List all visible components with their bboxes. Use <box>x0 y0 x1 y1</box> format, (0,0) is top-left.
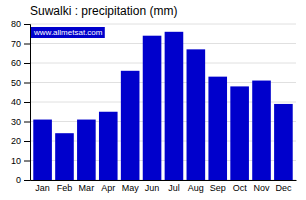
y-tick: 0 <box>16 175 30 185</box>
x-tick-label: Nov <box>254 183 271 193</box>
bar <box>274 104 293 180</box>
x-tick: May <box>122 183 140 193</box>
y-tick: 50 <box>11 78 30 88</box>
x-tick: Jul <box>168 183 180 193</box>
y-axis: 0 10 20 30 40 50 60 70 80 <box>11 19 31 185</box>
bar <box>33 120 52 180</box>
annotation: www.allmetsat.com <box>31 27 105 38</box>
y-tick-label: 40 <box>11 97 21 107</box>
y-tick-mark <box>24 141 30 142</box>
grid <box>30 24 296 180</box>
y-tick-mark <box>24 122 30 123</box>
bar <box>55 133 74 180</box>
bar <box>165 32 184 180</box>
x-tick-label: Oct <box>233 183 248 193</box>
y-tick-label: 50 <box>11 78 21 88</box>
y-tick-mark <box>24 83 30 84</box>
y-tick-label: 60 <box>11 58 21 68</box>
y-tick: 40 <box>11 97 30 107</box>
x-tick: Sep <box>210 183 226 193</box>
x-tick-label: Aug <box>188 183 204 193</box>
bar <box>252 81 271 180</box>
x-tick-label: Dec <box>275 183 292 193</box>
bar <box>208 77 227 180</box>
y-tick: 70 <box>11 39 30 49</box>
x-tick-label: Apr <box>101 183 115 193</box>
y-tick-mark <box>24 44 30 45</box>
bar <box>121 71 140 180</box>
y-tick: 20 <box>11 136 30 146</box>
x-tick: Oct <box>233 183 248 193</box>
x-tick: Dec <box>275 183 292 193</box>
x-tick: Jun <box>145 183 160 193</box>
bar <box>99 112 118 180</box>
x-tick-label: May <box>122 183 140 193</box>
x-tick-label: Jan <box>35 183 50 193</box>
y-tick-mark <box>24 180 30 181</box>
x-tick-label: Sep <box>210 183 226 193</box>
x-tick-label: Feb <box>57 183 73 193</box>
y-tick-mark <box>24 63 30 64</box>
bar <box>230 86 249 180</box>
y-tick: 80 <box>11 19 30 29</box>
title: Suwalki : precipitation (mm) <box>30 4 177 18</box>
grid-line <box>30 43 296 44</box>
x-axis: Jan Feb Mar Apr May Jun Jul Aug Sep Oct Nov Dec <box>31 181 297 194</box>
y-tick-label: 30 <box>11 117 21 127</box>
bar <box>187 49 206 180</box>
x-tick: Aug <box>188 183 204 193</box>
grid-line <box>30 24 296 25</box>
y-tick-label: 10 <box>11 156 21 166</box>
x-tick: Mar <box>79 183 95 193</box>
x-tick-label: Jun <box>145 183 160 193</box>
plot-area <box>33 32 292 180</box>
x-tick: Feb <box>57 183 73 193</box>
watermark-background <box>31 27 105 38</box>
watermark-text: www.allmetsat.com <box>33 28 103 37</box>
x-axis-line <box>31 180 297 181</box>
y-tick-mark <box>24 161 30 162</box>
x-tick: Jan <box>35 183 50 193</box>
chart: 0 10 20 30 40 50 60 70 80 Jan Feb Mar Apr May Jun Jul Au… <box>0 0 306 200</box>
grid-line <box>30 63 296 64</box>
y-axis-line <box>24 25 31 181</box>
y-tick-mark <box>24 24 30 25</box>
y-tick-label: 80 <box>11 19 21 29</box>
x-tick: Apr <box>101 183 115 193</box>
y-tick-mark <box>24 102 30 103</box>
y-tick-label: 0 <box>16 175 21 185</box>
y-tick: 60 <box>11 58 30 68</box>
y-tick-label: 20 <box>11 136 21 146</box>
bar <box>77 120 96 180</box>
bar <box>143 36 162 180</box>
x-tick-label: Mar <box>79 183 95 193</box>
y-tick-label: 70 <box>11 39 21 49</box>
y-tick: 10 <box>11 156 30 166</box>
y-tick: 30 <box>11 117 30 127</box>
x-tick-label: Jul <box>168 183 180 193</box>
x-tick: Nov <box>254 183 271 193</box>
